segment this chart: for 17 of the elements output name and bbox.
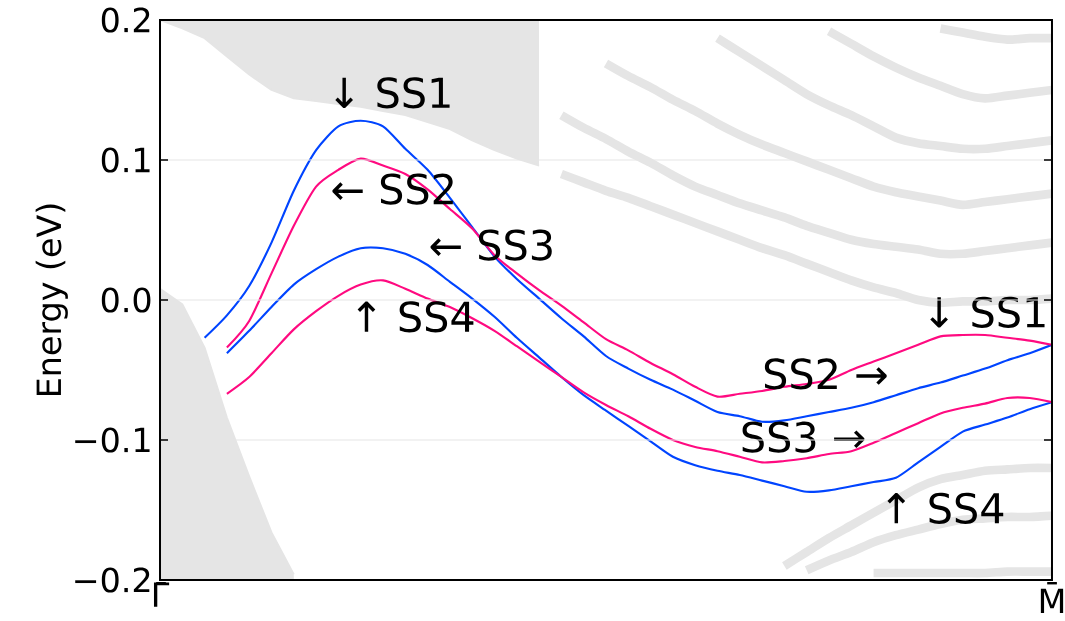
annotation: ↑ SS4 [357, 301, 474, 333]
line-series [203, 119, 1052, 423]
y-tick-label: 0.1 [101, 147, 150, 173]
annotation: SS2 → [764, 358, 887, 390]
annotation: ↓ SS1 [930, 296, 1045, 328]
x-tick-label: Γ̄ [153, 582, 170, 607]
annotation: ↑ SS4 [887, 492, 1004, 524]
x-tick-label: M̄ [1040, 582, 1064, 613]
y-tick-label: −0.1 [75, 427, 150, 453]
line-series [225, 157, 1052, 398]
line-series [225, 279, 1052, 464]
annotation: SS3 → [742, 421, 865, 453]
y-tick-label: −0.2 [75, 567, 150, 593]
annotation: ↓ SS1 [335, 77, 450, 109]
y-tick-label: 0.2 [101, 7, 150, 33]
y-axis-title: Energy (eV) [35, 204, 68, 396]
y-tick-label: 0.0 [101, 287, 151, 313]
